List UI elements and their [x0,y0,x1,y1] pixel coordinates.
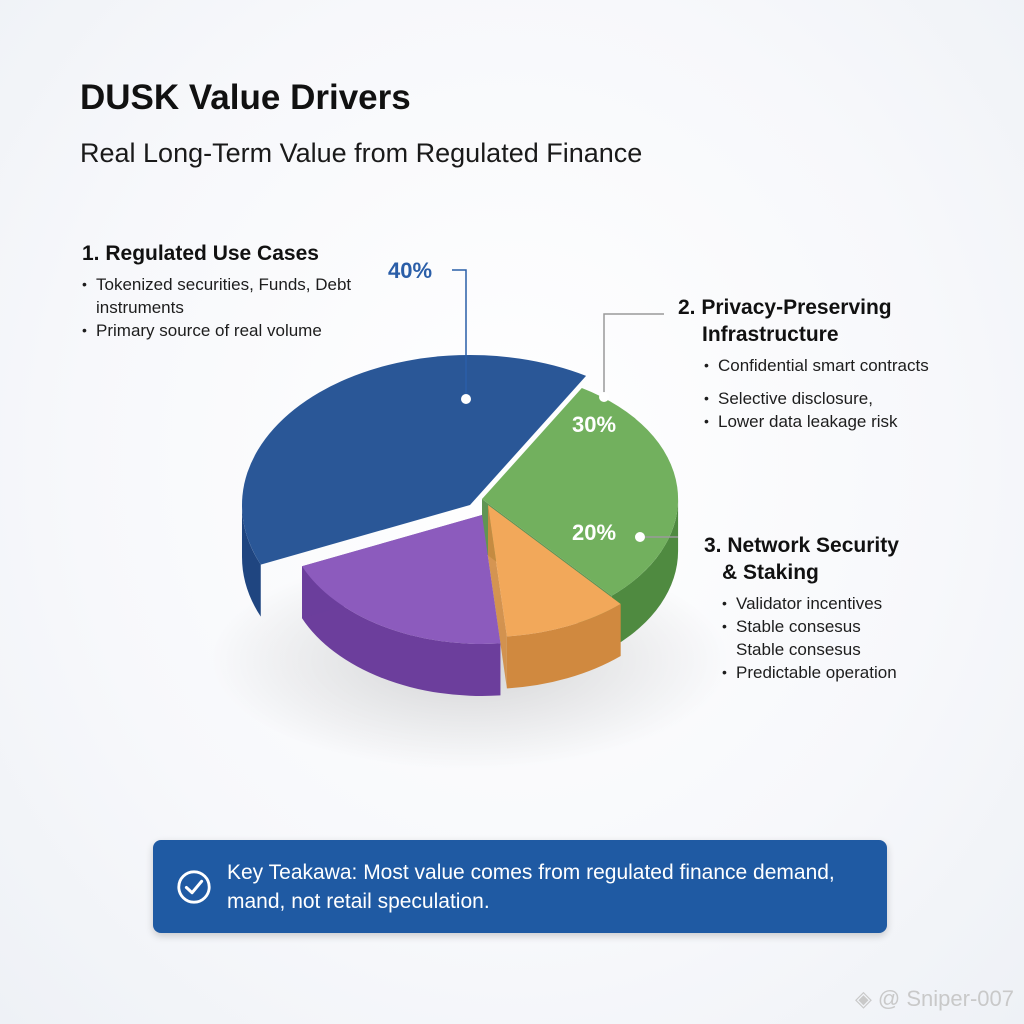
key-takeaway-callout: Key Teakawa: Most value comes from regul… [153,840,887,933]
section-bullet: Primary source of real volume [82,319,382,342]
section-bullet: Tokenized securities, Funds, Debt instru… [82,273,382,319]
page-subtitle: Real Long-Term Value from Regulated Fina… [80,138,643,168]
pie-slice-side [506,604,621,689]
slice-value-label: 20% [572,520,616,545]
watermark: ◈ @ Sniper-007 [855,986,1014,1012]
leader-dot [461,394,471,404]
slice-value-label: 30% [572,412,616,437]
pie-slice-side [302,566,501,696]
diamond-icon: ◈ [855,986,872,1011]
pie-slice [488,505,621,637]
section-privacy-infrastructure: 2. Privacy-Preserving Infrastructure Con… [678,294,998,433]
section-heading-line: & Staking [722,561,819,584]
leader-dot [599,392,609,402]
section-bullet: Stable consesus [722,615,1004,638]
pie-slice-side [242,505,261,617]
pie-slice-cut [488,505,507,689]
pie-slice [241,355,587,565]
pie-slice [302,515,501,644]
page-title: DUSK Value Drivers [80,78,411,117]
section-regulated-use-cases: 1. Regulated Use Cases Tokenized securit… [82,240,382,342]
section-network-security: 3. Network Security & Staking Validator … [704,532,1004,684]
section-heading: 1. Regulated Use Cases [82,242,319,265]
section-heading-line: 2. Privacy-Preserving [678,296,892,319]
section-bullet: Stable consesus [736,640,861,659]
section-heading-line: Infrastructure [702,323,839,346]
section-heading-line: 3. Network Security [704,534,899,557]
pie-slice-side [611,498,679,648]
slice-value-label: 40% [388,258,432,283]
leader-line [452,269,467,399]
watermark-text: @ Sniper-007 [877,986,1014,1011]
section-heading: 3. Network Security & Staking [704,532,1004,586]
section-bullet: Selective disclosure, [704,387,998,410]
section-bullet: Confidential smart contracts [704,354,998,377]
section-bullet: Lower data leakage risk [704,410,998,433]
section-bullet: Predictable operation [722,661,1004,684]
section-heading: 2. Privacy-Preserving Infrastructure [678,294,998,348]
section-bullet: Validator incentives [722,592,1004,615]
pie-chart: 40% 30% 20% [210,258,730,770]
leader-dot [635,532,645,542]
check-circle-icon [177,869,211,904]
leader-line [603,313,664,397]
callout-text: Key Teakawa: Most value comes from regul… [227,860,835,913]
pie-slice [482,387,679,596]
